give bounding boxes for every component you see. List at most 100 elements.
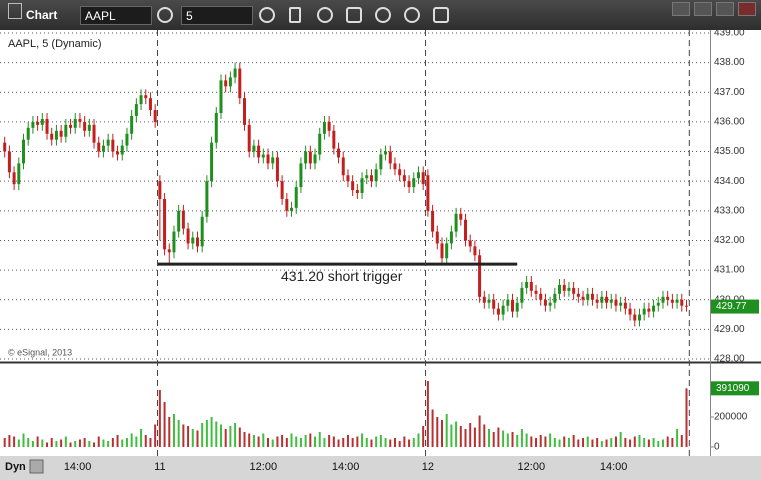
credit: © eSignal, 2013 [8, 347, 72, 357]
volume-bar [520, 429, 523, 447]
candle-body [148, 98, 152, 111]
candle-body [97, 142, 101, 152]
candle-body [379, 154, 383, 170]
volume-bar [248, 433, 251, 447]
candle-body [130, 115, 134, 134]
volume-bar [154, 424, 157, 447]
candle-body [322, 121, 326, 134]
candle-body [64, 124, 68, 137]
candle-body [435, 231, 439, 244]
candle-body [431, 210, 435, 232]
volume-bar [149, 438, 152, 447]
candle-body [365, 175, 369, 179]
volume-bar [234, 423, 237, 447]
candle-body [412, 178, 416, 188]
x-tick-label: 11 [154, 461, 165, 473]
candle-body [567, 287, 571, 291]
restore-button[interactable] [716, 2, 734, 16]
candle-body [586, 293, 590, 300]
candle-body [492, 299, 496, 309]
candle-body [501, 305, 505, 315]
candle-body [92, 124, 96, 143]
candle-body [181, 210, 185, 229]
mode-button[interactable] [29, 459, 44, 474]
candle-body [243, 98, 247, 125]
maximize-button[interactable] [694, 2, 712, 16]
candle-body [233, 68, 237, 78]
candle-body [332, 130, 336, 149]
candle-body [238, 68, 242, 99]
volume-bar [671, 438, 674, 447]
candle-body [572, 287, 576, 294]
volume-bar [78, 439, 81, 447]
candle-body [398, 169, 402, 176]
y-tick-label: 433.00 [714, 205, 745, 216]
candle-body [22, 139, 26, 164]
candle-body [172, 231, 176, 253]
volume-bar [201, 423, 204, 447]
candle-body [487, 299, 491, 303]
volume-bar [60, 439, 63, 447]
volume-bar [370, 439, 373, 447]
volume-bar [83, 438, 86, 447]
candle-body [506, 299, 510, 306]
candle-body [421, 172, 425, 185]
candle-body [228, 77, 232, 87]
close-window-button[interactable] [738, 2, 756, 16]
candle-body [548, 302, 552, 306]
candle-body [680, 299, 684, 306]
volume-bar [567, 438, 570, 447]
link-button[interactable] [157, 7, 173, 23]
candle-body [125, 133, 129, 146]
volume-bar [666, 436, 669, 447]
candle-body [219, 80, 223, 113]
candle-body [45, 118, 49, 134]
volume-bar [93, 442, 96, 447]
volume-bar [436, 417, 439, 447]
minimize-button[interactable] [672, 2, 690, 16]
volume-bar [398, 441, 401, 447]
volume-bar [577, 439, 580, 447]
y-tick-label: 200000 [714, 412, 748, 423]
draw-button[interactable] [289, 7, 301, 23]
volume-bar [215, 421, 218, 447]
interval-input[interactable]: 5 [181, 6, 253, 25]
candle-body [628, 308, 632, 315]
x-tick-label: 12:00 [518, 461, 546, 473]
volume-bar [379, 435, 382, 447]
time-button[interactable] [259, 7, 275, 23]
play-button[interactable] [375, 7, 391, 23]
candle-body [111, 139, 115, 152]
volume-bar [285, 438, 288, 447]
y-tick-label: 428.00 [714, 354, 745, 365]
y-tick-label: 431.00 [714, 265, 745, 276]
candle-body [54, 130, 58, 140]
volume-bar [412, 438, 415, 447]
refresh-button[interactable] [317, 7, 333, 23]
settings-button[interactable] [433, 7, 449, 23]
volume-bar [116, 435, 119, 447]
candle-body [637, 314, 641, 321]
candle-body [106, 139, 110, 146]
candle-body [195, 237, 199, 247]
close-button[interactable] [404, 7, 420, 23]
volume-bar [36, 436, 39, 447]
candle-body [120, 145, 124, 155]
volume-bar [473, 427, 476, 447]
candle-body [416, 172, 420, 179]
symbol-input[interactable]: AAPL [80, 6, 152, 25]
candle-body [257, 145, 261, 158]
study-button[interactable] [346, 7, 362, 23]
candle-body [576, 293, 580, 297]
candle-body [520, 287, 524, 303]
candle-body [355, 190, 359, 194]
volume-bar [182, 424, 185, 447]
volume-bar [276, 436, 279, 447]
last-price-label: 429.77 [716, 301, 747, 312]
volume-bar [483, 424, 486, 447]
candle-body [525, 281, 529, 288]
candle-body [369, 175, 373, 182]
candle-body [670, 299, 674, 303]
